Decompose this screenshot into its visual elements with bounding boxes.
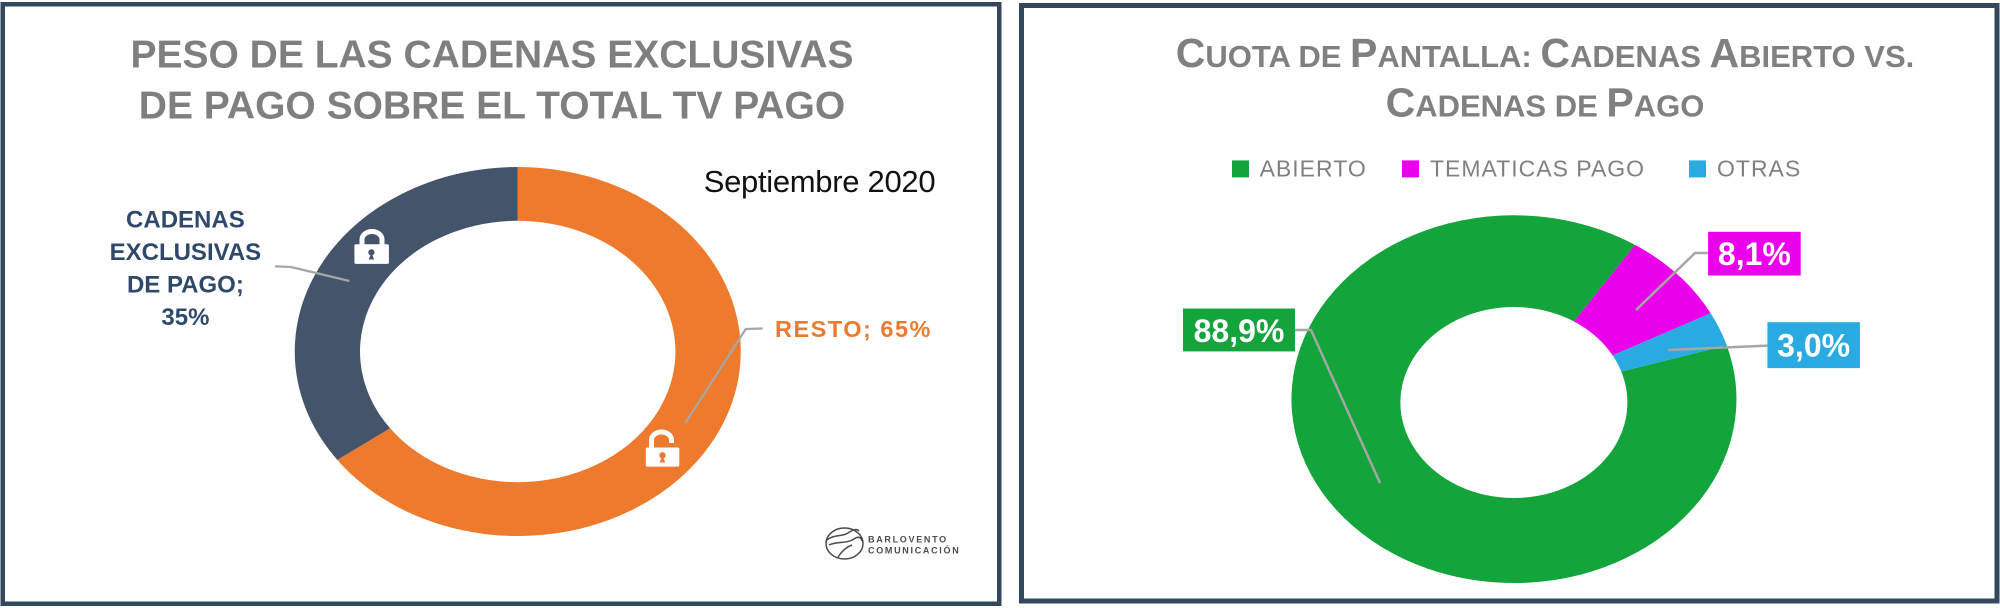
svg-text:Septiembre 2020: Septiembre 2020	[704, 164, 936, 199]
svg-text:88,9%: 88,9%	[1194, 313, 1285, 349]
svg-text:BARLOVENTO: BARLOVENTO	[868, 535, 948, 545]
svg-text:TEMATICAS PAGO: TEMATICAS PAGO	[1430, 156, 1645, 182]
svg-text:CUOTA DE PANTALLA: CADENAS ABI: CUOTA DE PANTALLA: CADENAS ABIERTO VS.	[1176, 30, 1915, 76]
svg-text:RESTO; 65%: RESTO; 65%	[775, 316, 932, 342]
svg-text:35%: 35%	[161, 304, 209, 331]
svg-text:ABIERTO: ABIERTO	[1260, 156, 1367, 182]
svg-text:3,0%: 3,0%	[1777, 328, 1850, 364]
svg-text:CADENAS: CADENAS	[126, 207, 245, 234]
svg-text:CADENAS DE PAGO: CADENAS DE PAGO	[1386, 80, 1705, 126]
svg-text:DE PAGO SOBRE EL TOTAL TV PAGO: DE PAGO SOBRE EL TOTAL TV PAGO	[139, 85, 845, 128]
svg-text:DE PAGO;: DE PAGO;	[127, 272, 244, 299]
svg-text:COMUNICACIÓN: COMUNICACIÓN	[868, 544, 960, 555]
svg-text:OTRAS: OTRAS	[1717, 156, 1801, 182]
svg-text:EXCLUSIVAS: EXCLUSIVAS	[110, 239, 262, 266]
svg-text:8,1%: 8,1%	[1718, 236, 1791, 272]
svg-text:PESO DE LAS CADENAS EXCLUSIVAS: PESO DE LAS CADENAS EXCLUSIVAS	[130, 34, 853, 77]
